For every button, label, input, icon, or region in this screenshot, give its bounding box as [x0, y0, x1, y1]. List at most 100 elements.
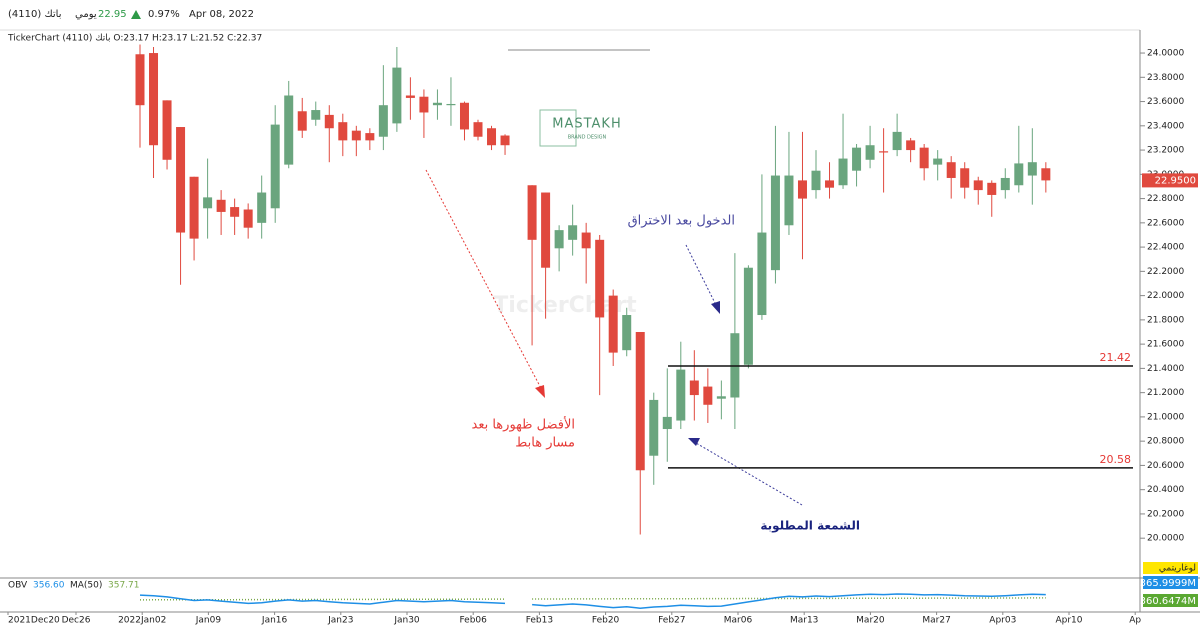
- x-tick-label: Jan23: [327, 616, 353, 626]
- y-tick-label: 22.4000: [1147, 243, 1184, 253]
- candle-body: [473, 122, 483, 137]
- y-tick-label: 23.4000: [1147, 121, 1184, 131]
- candle-body: [689, 380, 699, 396]
- y-tick-label: 22.2000: [1147, 267, 1184, 277]
- candle-body: [919, 147, 929, 169]
- candle-body: [1027, 162, 1037, 176]
- candle-body: [527, 185, 537, 240]
- candle-body: [865, 145, 875, 160]
- x-tick-label: Dec26: [62, 616, 91, 626]
- y-tick-label: 20.4000: [1147, 485, 1184, 495]
- x-tick-label: Jan16: [261, 616, 288, 626]
- candle-body: [743, 267, 753, 365]
- y-tick-label: 21.6000: [1147, 340, 1184, 350]
- obv-line: [139, 593, 1046, 609]
- candle-body: [162, 100, 172, 160]
- x-tick-label: Mar20: [856, 616, 885, 626]
- y-tick-label: 21.2000: [1147, 388, 1184, 398]
- change: 0.97%: [148, 9, 180, 20]
- y-tick-label: 20.0000: [1147, 534, 1184, 544]
- candle-body: [906, 140, 916, 151]
- candle-body: [500, 135, 510, 146]
- y-tick-label: 21.0000: [1147, 412, 1184, 422]
- candle-body: [811, 170, 821, 191]
- arrowhead: [688, 438, 700, 446]
- candle-body: [135, 54, 145, 106]
- ohlc-info: TickerChart باتك (4110) O:23.17 H:23.17 …: [7, 34, 262, 44]
- candle-body: [216, 199, 226, 212]
- x-tick-label: Mar06: [724, 616, 753, 626]
- candle-body: [757, 232, 767, 316]
- candle-body: [703, 386, 713, 405]
- candle-body: [676, 369, 686, 421]
- ma-name: MA(50): [70, 581, 102, 591]
- y-tick-label: 20.6000: [1147, 461, 1184, 471]
- candle-body: [419, 96, 429, 113]
- x-tick-label: Apr10: [1055, 616, 1082, 626]
- candle-body: [541, 192, 551, 268]
- candle-body: [622, 315, 632, 351]
- y-tick-label: 20.8000: [1147, 437, 1184, 447]
- x-tick-label: Mar13: [790, 616, 818, 626]
- annotation: الشمعة المطلوبة: [760, 519, 860, 534]
- y-tick-label: 22.8000: [1147, 194, 1184, 204]
- period: يومي: [75, 9, 97, 20]
- candle-body: [270, 124, 280, 209]
- annotation: الدخول بعد الاختراق: [628, 214, 735, 229]
- obv-tag: [1143, 576, 1198, 589]
- candle-body: [879, 151, 889, 153]
- x-tick-label: Apr03: [989, 616, 1016, 626]
- date: Apr 08, 2022: [189, 9, 254, 20]
- candle-body: [662, 416, 672, 430]
- x-tick-label: Ap: [1129, 616, 1141, 626]
- logo-sub: BRAND DESIGN: [568, 135, 607, 141]
- candle-body: [649, 399, 659, 456]
- candle-body: [257, 192, 267, 223]
- x-tick-label: Feb27: [658, 616, 685, 626]
- candle-body: [852, 147, 862, 171]
- symbol: (4110) باتك: [8, 9, 61, 20]
- candle-body: [284, 95, 294, 165]
- obv-value: 356.60: [33, 581, 65, 591]
- candle-body: [203, 197, 213, 209]
- candle-body: [459, 102, 469, 130]
- annotation: مسار هابط: [515, 436, 575, 451]
- candle-body: [1041, 168, 1051, 181]
- y-tick-label: 22.6000: [1147, 218, 1184, 228]
- x-tick-label: 2022Jan02: [118, 616, 166, 626]
- x-tick-label: 2021Dec20: [8, 616, 60, 626]
- candle-body: [784, 175, 794, 226]
- candle-body: [1014, 163, 1024, 186]
- ma-tag: [1143, 594, 1198, 607]
- candle-body: [392, 67, 402, 124]
- price: 22.95: [98, 9, 127, 20]
- annotation: الأفضل ظهورها بعد: [472, 416, 576, 433]
- ma-tag-label: 360.6474M: [1140, 596, 1196, 607]
- candle-body: [378, 105, 388, 137]
- y-tick-label: 23.8000: [1147, 73, 1184, 83]
- x-tick-label: Feb13: [526, 616, 553, 626]
- candle-body: [338, 122, 348, 141]
- candle-body: [892, 131, 902, 151]
- candle-body: [797, 180, 807, 199]
- candle-body: [405, 95, 415, 98]
- scale-label: لوغاريتمي: [1159, 564, 1196, 574]
- candle-body: [311, 110, 321, 120]
- candle-body: [149, 53, 159, 146]
- logo-frame: [539, 109, 577, 147]
- up-arrow: [131, 10, 141, 19]
- x-tick-label: Feb06: [460, 616, 488, 626]
- candle-body: [960, 168, 970, 188]
- obv-tag-label: 365.9999M: [1140, 578, 1196, 589]
- arrow-line: [685, 244, 717, 306]
- candle-body: [987, 182, 997, 195]
- ma-value: 357.71: [108, 581, 140, 591]
- candle-body: [838, 158, 848, 186]
- level-label: 20.58: [1100, 453, 1132, 466]
- level-label: 21.42: [1100, 351, 1132, 364]
- candle-body: [446, 103, 456, 106]
- candle-body: [230, 207, 240, 217]
- x-tick-label: Jan09: [195, 616, 222, 626]
- arrowhead: [711, 301, 720, 314]
- candle-body: [716, 396, 726, 399]
